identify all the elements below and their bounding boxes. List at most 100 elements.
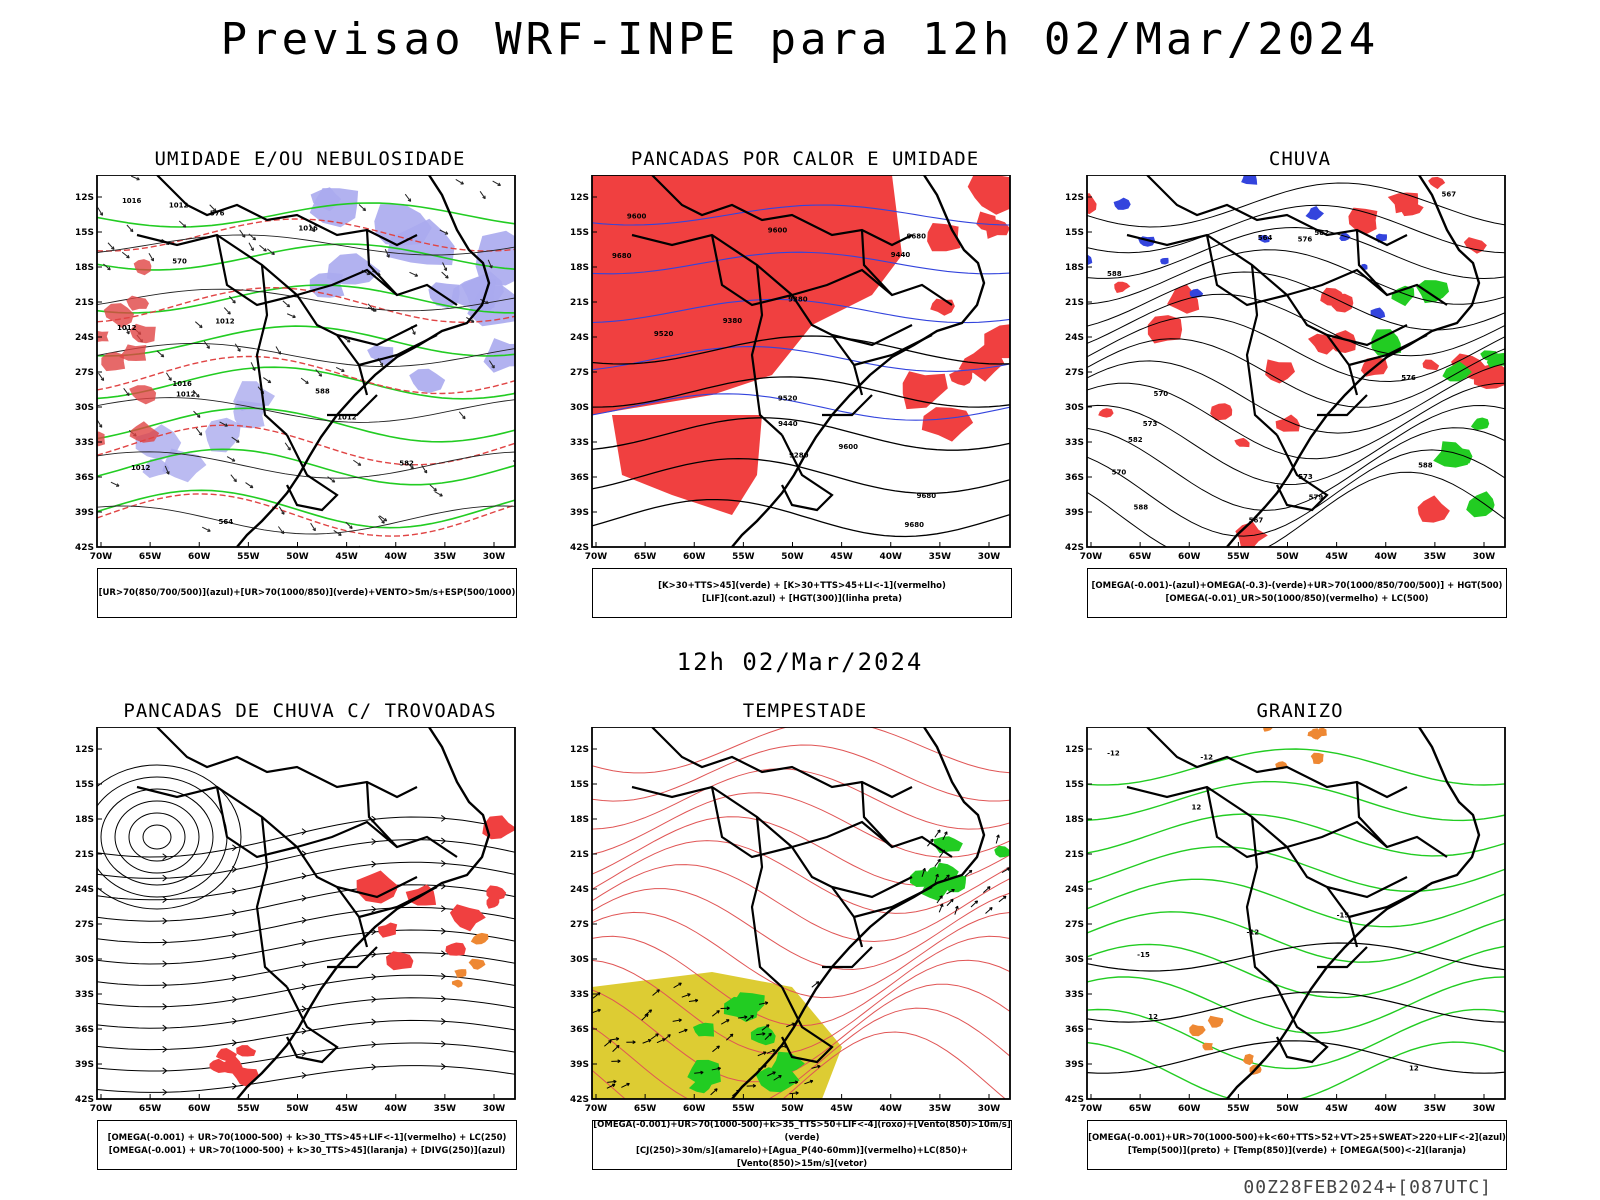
lat-label: 27S (75, 920, 94, 930)
contour-line (97, 325, 515, 357)
lon-label: 45W (830, 552, 853, 562)
contour-label: 1016 (172, 380, 192, 388)
lon-label: 60W (683, 1104, 706, 1114)
contour-line (592, 1007, 1010, 1099)
lon-label: 45W (830, 1104, 853, 1114)
wind-arrowhead (817, 1064, 821, 1069)
wind-arrowhead (930, 838, 934, 843)
contour-line (97, 284, 515, 314)
contour-line (1087, 942, 1505, 972)
contour-line (97, 366, 515, 400)
wind-arrowhead (996, 834, 1000, 838)
wind-vector (711, 1010, 720, 1017)
coastline (1226, 727, 1481, 1100)
wind-arrowhead (951, 888, 955, 893)
wind-vector (231, 436, 240, 443)
contour-line (1087, 1041, 1505, 1099)
contour-label: 9520 (778, 395, 798, 403)
contour-label: 9680 (907, 233, 927, 241)
field-patch (162, 448, 207, 483)
lat-label: 12S (75, 193, 94, 203)
panel-title: PANCADAS POR CALOR E UMIDADE (630, 148, 980, 170)
wind-vector (164, 465, 170, 475)
wind-vector (98, 372, 105, 381)
lat-label: 15S (570, 228, 589, 238)
wind-arrowhead (460, 181, 464, 185)
coastline (731, 175, 986, 548)
field-patch (236, 1045, 257, 1057)
lat-label: 33S (75, 438, 94, 448)
map-frame (96, 727, 516, 1100)
field-patch (1370, 307, 1386, 319)
panel-title: GRANIZO (1256, 700, 1344, 722)
wind-vector (621, 1083, 630, 1088)
wind-vector (759, 1002, 769, 1005)
field-patch (126, 295, 149, 311)
wind-vector (673, 982, 682, 989)
wind-arrowhead (613, 1079, 617, 1084)
lat-label: 30S (1065, 955, 1084, 965)
lat-label: 18S (570, 815, 589, 825)
contour-label: 582 (1128, 436, 1143, 444)
country-border (791, 820, 953, 858)
country-border (791, 268, 953, 306)
wind-arrowhead (111, 246, 115, 250)
legend-trovoadas: [OMEGA(-0.001) + UR>70(1000-500) + k>30_… (97, 1120, 517, 1170)
wind-arrowhead (946, 874, 950, 879)
wind-vector (315, 369, 322, 377)
legend-tempestade: [OMEGA(-0.001)+UR>70(1000-500)+k>35_TTS>… (592, 1120, 1012, 1170)
wind-vector (209, 204, 217, 212)
field-patch (927, 866, 943, 880)
wind-vector (694, 1071, 704, 1074)
streamline-arrow (232, 1017, 238, 1025)
wind-vector (248, 242, 254, 251)
lon-label: 45W (1325, 1104, 1348, 1114)
contour-line (1087, 991, 1505, 1023)
contour-label: 570 (172, 258, 187, 266)
contour-label: -15 (1137, 951, 1150, 959)
wind-vector (203, 340, 210, 349)
streamline-arrow (441, 882, 447, 890)
lat-label: 21S (1065, 298, 1084, 308)
wind-vector (938, 903, 944, 913)
streamline-arrow (441, 950, 447, 958)
wind-arrowhead (166, 471, 170, 475)
wind-arrowhead (937, 858, 941, 863)
streamline-arrow (162, 874, 168, 882)
contour-line (592, 864, 1010, 943)
wind-vector (277, 526, 285, 534)
wind-arrowhead (439, 493, 443, 497)
wind-vector (458, 411, 466, 420)
wind-arrowhead (778, 1075, 782, 1079)
lat-label: 15S (1065, 780, 1084, 790)
contour-label: 1012 (176, 390, 196, 398)
contour-label: 9680 (917, 492, 937, 500)
field-patch (1098, 408, 1114, 418)
wind-arrowhead (794, 1080, 799, 1085)
lon-label: 50W (781, 1104, 804, 1114)
panel-title: TEMPESTADE (742, 700, 868, 722)
contour-label: 588 (1133, 504, 1148, 512)
wind-arrowhead (482, 195, 486, 200)
wind-vector (970, 900, 978, 908)
wind-vector (309, 224, 316, 232)
field-patch (449, 904, 486, 932)
wind-vector (592, 1009, 601, 1014)
wind-arrowhead (443, 267, 448, 272)
contour-line (592, 393, 1010, 421)
contour-label: 12 (1191, 804, 1201, 812)
field-patch (921, 407, 974, 442)
contour-line (1087, 249, 1505, 305)
streamline-arrow (441, 837, 447, 845)
contour-line (97, 489, 515, 529)
field-patch (1433, 441, 1472, 468)
contour-line (1087, 204, 1505, 254)
contour-line (592, 744, 1010, 802)
contour-line (97, 424, 515, 466)
country-border (156, 175, 418, 247)
instability-area (592, 175, 902, 415)
streamline-arrow (441, 1040, 447, 1048)
wind-vector (384, 249, 390, 258)
wind-vector (358, 204, 366, 212)
lon-label: 55W (237, 1104, 260, 1114)
